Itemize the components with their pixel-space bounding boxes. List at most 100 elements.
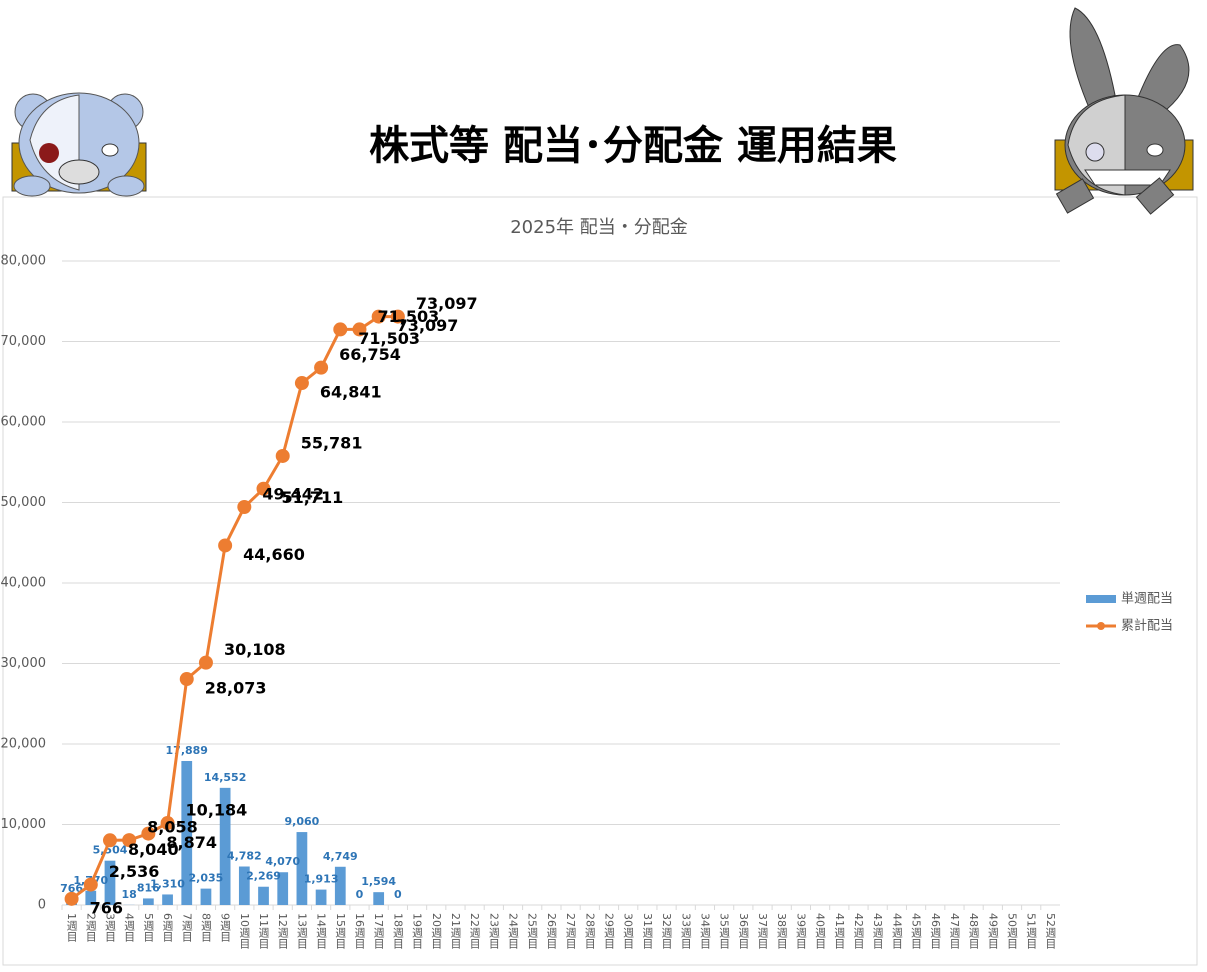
x-tick-label: 6週目: [161, 913, 174, 942]
y-tick-label: 80,000: [1, 254, 47, 269]
line-value-label: 28,073: [205, 679, 267, 698]
line-value-label: 44,660: [243, 545, 305, 564]
x-tick-label: 44週目: [890, 913, 903, 949]
bar-value-label: 1,594: [361, 875, 396, 888]
x-tick-label: 34週目: [698, 913, 711, 949]
line-value-label: 8,874: [166, 833, 217, 852]
bar: [162, 894, 173, 905]
x-tick-label: 25週目: [526, 913, 539, 949]
y-tick-label: 70,000: [1, 334, 47, 349]
x-tick-label: 1週目: [65, 913, 78, 942]
line-marker: [314, 361, 328, 375]
bear-mascot: [12, 93, 146, 196]
bar: [201, 889, 212, 905]
line-marker: [84, 878, 98, 892]
x-tick-label: 16週目: [353, 913, 366, 949]
bar: [316, 890, 327, 905]
line-value-label: 66,754: [339, 345, 401, 364]
x-tick-label: 42週目: [852, 913, 865, 949]
bar-value-label: 2,269: [246, 870, 281, 883]
x-tick-label: 8週目: [199, 913, 212, 942]
legend-swatch: [1086, 595, 1116, 603]
x-tick-label: 49週目: [986, 913, 999, 949]
x-tick-label: 31週目: [641, 913, 654, 949]
bar-value-label: 0: [394, 888, 402, 901]
y-tick-label: 50,000: [1, 495, 47, 510]
line-value-label: 2,536: [109, 862, 160, 881]
bar: [297, 832, 308, 905]
y-tick-label: 20,000: [1, 737, 47, 752]
x-tick-label: 22週目: [468, 913, 481, 949]
bar-value-label: 18: [122, 888, 137, 901]
y-tick-label: 40,000: [1, 576, 47, 591]
chart-title: 2025年 配当・分配金: [510, 217, 688, 238]
x-tick-label: 17週目: [372, 913, 385, 949]
x-tick-label: 37週目: [756, 913, 769, 949]
x-tick-label: 30週目: [622, 913, 635, 949]
x-tick-label: 24週目: [507, 913, 520, 949]
x-tick-label: 9週目: [219, 913, 232, 942]
bar-value-label: 14,552: [204, 771, 246, 784]
x-tick-label: 3週目: [103, 913, 116, 942]
rabbit-mascot: [1055, 8, 1193, 214]
line-marker: [237, 500, 251, 514]
x-tick-label: 32週目: [660, 913, 673, 949]
x-tick-label: 18週目: [391, 913, 404, 949]
x-tick-label: 40週目: [814, 913, 827, 949]
line-marker: [276, 449, 290, 463]
y-tick-label: 10,000: [1, 817, 47, 832]
x-tick-label: 33週目: [679, 913, 692, 949]
x-tick-label: 47週目: [948, 913, 961, 949]
y-tick-label: 30,000: [1, 656, 47, 671]
line-marker: [295, 376, 309, 390]
x-tick-label: 41週目: [833, 913, 846, 949]
x-tick-label: 46週目: [929, 913, 942, 949]
x-tick-label: 2週目: [84, 913, 97, 942]
line-marker: [103, 833, 117, 847]
bar: [143, 898, 154, 905]
page-title: 株式等 配当･分配金 運用結果: [369, 123, 897, 169]
x-tick-label: 13週目: [295, 913, 308, 949]
x-tick-label: 50週目: [1006, 913, 1019, 949]
x-tick-label: 10週目: [238, 913, 251, 949]
x-tick-label: 29週目: [602, 913, 615, 949]
bar: [258, 887, 269, 905]
x-tick-label: 26週目: [545, 913, 558, 949]
x-tick-label: 5週目: [142, 913, 155, 942]
line-value-label: 64,841: [320, 383, 382, 402]
x-tick-label: 35週目: [718, 913, 731, 949]
x-tick-label: 43週目: [871, 913, 884, 949]
y-tick-label: 0: [38, 898, 46, 913]
x-tick-label: 4週目: [123, 913, 136, 942]
x-tick-label: 12週目: [276, 913, 289, 949]
x-tick-label: 21週目: [449, 913, 462, 949]
line-value-label: 73,097: [416, 294, 478, 313]
x-tick-label: 52週目: [1044, 913, 1057, 949]
x-tick-label: 48週目: [967, 913, 980, 949]
bar-value-label: 0: [356, 888, 364, 901]
bar-value-label: 9,060: [285, 815, 320, 828]
line-marker: [218, 538, 232, 552]
y-tick-label: 60,000: [1, 415, 47, 430]
x-tick-label: 45週目: [910, 913, 923, 949]
bar-value-label: 4,782: [227, 850, 262, 863]
x-tick-label: 38週目: [775, 913, 788, 949]
x-tick-label: 51週目: [1025, 913, 1038, 949]
bar-value-label: 1,913: [304, 873, 339, 886]
x-tick-label: 28週目: [583, 913, 596, 949]
x-tick-label: 11週目: [257, 913, 270, 949]
line-value-label: 55,781: [301, 433, 363, 452]
line-marker: [180, 672, 194, 686]
x-tick-label: 14週目: [315, 913, 328, 949]
bar-value-label: 4,070: [265, 855, 300, 868]
bar: [373, 892, 384, 905]
bar-value-label: 2,035: [189, 872, 224, 885]
x-tick-label: 7週目: [180, 913, 193, 942]
x-tick-label: 23週目: [487, 913, 500, 949]
line-value-label: 10,184: [186, 801, 248, 820]
line-marker: [199, 656, 213, 670]
x-tick-label: 15週目: [334, 913, 347, 949]
x-tick-label: 39週目: [794, 913, 807, 949]
x-tick-label: 19週目: [411, 913, 424, 949]
